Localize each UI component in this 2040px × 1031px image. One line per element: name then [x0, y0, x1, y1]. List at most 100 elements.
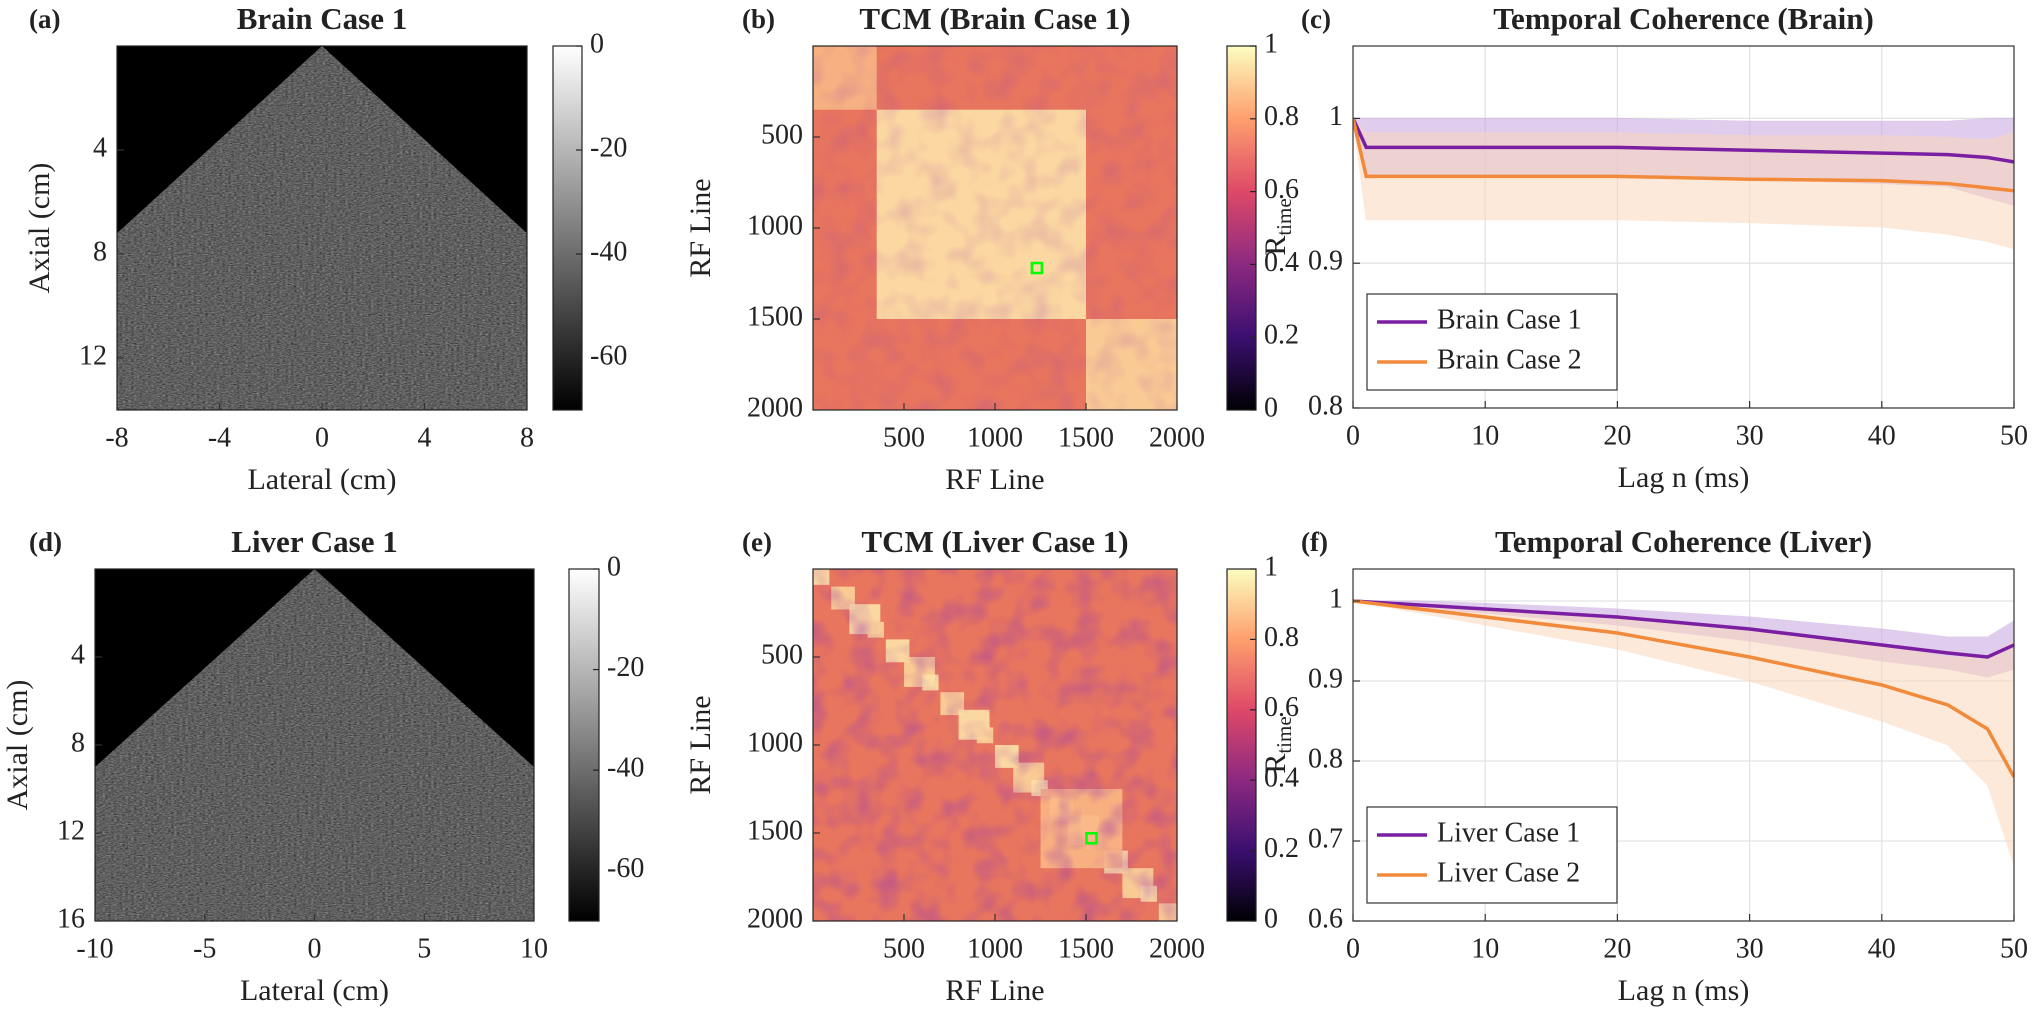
x-tick-label: 0	[315, 422, 329, 453]
x-tick-label: 40	[1868, 933, 1896, 964]
chart-title: Temporal Coherence (Liver)	[1495, 524, 1872, 559]
colorbar-tick-label: 1	[1264, 551, 1278, 582]
panel-label: (f)	[1301, 527, 1328, 557]
y-tick-label: 1000	[747, 727, 803, 758]
axes-frame	[1352, 45, 2015, 409]
y-tick-label: 2000	[747, 903, 803, 934]
series-line	[1353, 599, 2014, 778]
x-tick-label: 1000	[967, 422, 1023, 453]
colorbar-tick-label: -40	[590, 236, 627, 267]
colorbar-tick-label: 0.6	[1264, 692, 1299, 723]
x-tick-label: 1000	[967, 933, 1023, 964]
y-tick-label: 16	[57, 903, 85, 934]
y-axis-label: Rtime	[1259, 198, 1296, 255]
colorbar-tick-label: 0.4	[1264, 247, 1299, 278]
legend-box	[1366, 293, 1618, 391]
x-axis-label: Lag n (ms)	[1618, 974, 1750, 1007]
x-tick-label: 1500	[1058, 422, 1114, 453]
legend-label: Brain Case 2	[1437, 344, 1582, 375]
x-tick-label: 40	[1868, 420, 1896, 451]
y-tick-label: 500	[761, 119, 803, 150]
colorbar-tick-label: 0.8	[1264, 622, 1299, 653]
panel-label: (c)	[1301, 4, 1331, 34]
x-tick-label: -10	[76, 933, 113, 964]
roi-marker	[1085, 832, 1098, 845]
x-tick-label: 50	[2000, 420, 2028, 451]
y-axis-label-main: R	[1259, 754, 1292, 774]
panel-label: (b)	[742, 4, 775, 34]
y-axis-label: RF Line	[684, 695, 717, 794]
colorbar-tick-label: 1	[1264, 28, 1278, 59]
y-tick-label: 1	[1329, 101, 1343, 132]
x-tick-label: -4	[208, 422, 231, 453]
series-line	[1353, 599, 2014, 659]
panel-label: (e)	[742, 527, 772, 557]
x-tick-label: 4	[418, 422, 432, 453]
panel-label: (d)	[29, 527, 62, 557]
colorbar	[552, 45, 583, 411]
x-tick-label: 0	[308, 933, 322, 964]
y-tick-label: 4	[93, 132, 107, 163]
colorbar-tick-label: 0	[1264, 903, 1278, 934]
colorbar-tick-label: -40	[607, 753, 644, 784]
legend-label: Liver Case 1	[1437, 817, 1580, 848]
x-tick-label: 10	[1471, 933, 1499, 964]
colorbar	[568, 568, 600, 922]
y-tick-label: 0.8	[1308, 743, 1343, 774]
colorbar	[1226, 568, 1257, 922]
chart-title: Liver Case 1	[231, 524, 397, 559]
colorbar-tick-label: 0.2	[1264, 833, 1299, 864]
legend-label: Liver Case 2	[1437, 857, 1580, 888]
y-axis-label: RF Line	[684, 178, 717, 277]
y-axis-label: Rtime	[1259, 716, 1296, 773]
x-tick-label: 500	[883, 422, 925, 453]
series-line	[1353, 117, 2014, 164]
x-tick-label: 2000	[1149, 933, 1205, 964]
y-axis-label-main: R	[1259, 236, 1292, 256]
x-tick-label: -8	[105, 422, 128, 453]
heatmap-texture	[813, 46, 1177, 410]
x-tick-label: 10	[1471, 420, 1499, 451]
y-tick-label: 12	[79, 340, 107, 371]
y-axis-label-sub: time	[1272, 198, 1296, 235]
y-axis-label: Axial (cm)	[1, 680, 34, 811]
axes-frame	[1352, 568, 2015, 922]
x-tick-label: 50	[2000, 933, 2028, 964]
series-line	[1353, 118, 2014, 193]
y-tick-label: 0.6	[1308, 903, 1343, 934]
chart-title: Brain Case 1	[237, 1, 408, 36]
y-tick-label: 0.7	[1308, 823, 1343, 854]
y-tick-label: 4	[71, 639, 85, 670]
x-tick-label: 20	[1603, 933, 1631, 964]
y-tick-label: 2000	[747, 392, 803, 423]
chart-title: Temporal Coherence (Brain)	[1493, 1, 1874, 36]
y-tick-label: 1	[1329, 583, 1343, 614]
plot-area	[1353, 46, 2014, 408]
y-tick-label: 0.8	[1308, 390, 1343, 421]
y-tick-label: 1000	[747, 210, 803, 241]
colorbar-tick-label: -60	[607, 853, 644, 884]
colorbar-tick-label: -20	[590, 132, 627, 163]
y-tick-label: 1500	[747, 815, 803, 846]
x-axis-label: RF Line	[945, 974, 1044, 1007]
legend-label: Brain Case 1	[1437, 304, 1582, 335]
plot-area	[813, 569, 1177, 921]
plot-area	[95, 569, 534, 921]
colorbar-tick-label: 0.8	[1264, 101, 1299, 132]
y-axis-label-sub: time	[1272, 716, 1296, 753]
plot-area	[1353, 569, 2014, 921]
chart-title: TCM (Liver Case 1)	[861, 524, 1128, 559]
heatmap-texture	[813, 569, 1177, 921]
colorbar-tick-label: 0.2	[1264, 320, 1299, 351]
x-tick-label: 8	[520, 422, 534, 453]
colorbar-tick-label: -60	[590, 340, 627, 371]
plot-area	[117, 46, 527, 410]
x-axis-label: Lateral (cm)	[240, 974, 389, 1007]
legend-box	[1366, 806, 1618, 904]
y-tick-label: 0.9	[1308, 663, 1343, 694]
y-tick-label: 8	[71, 727, 85, 758]
colorbar-tick-label: 0.6	[1264, 174, 1299, 205]
colorbar-tick-label: 0	[1264, 392, 1278, 423]
y-tick-label: 0.9	[1308, 246, 1343, 277]
